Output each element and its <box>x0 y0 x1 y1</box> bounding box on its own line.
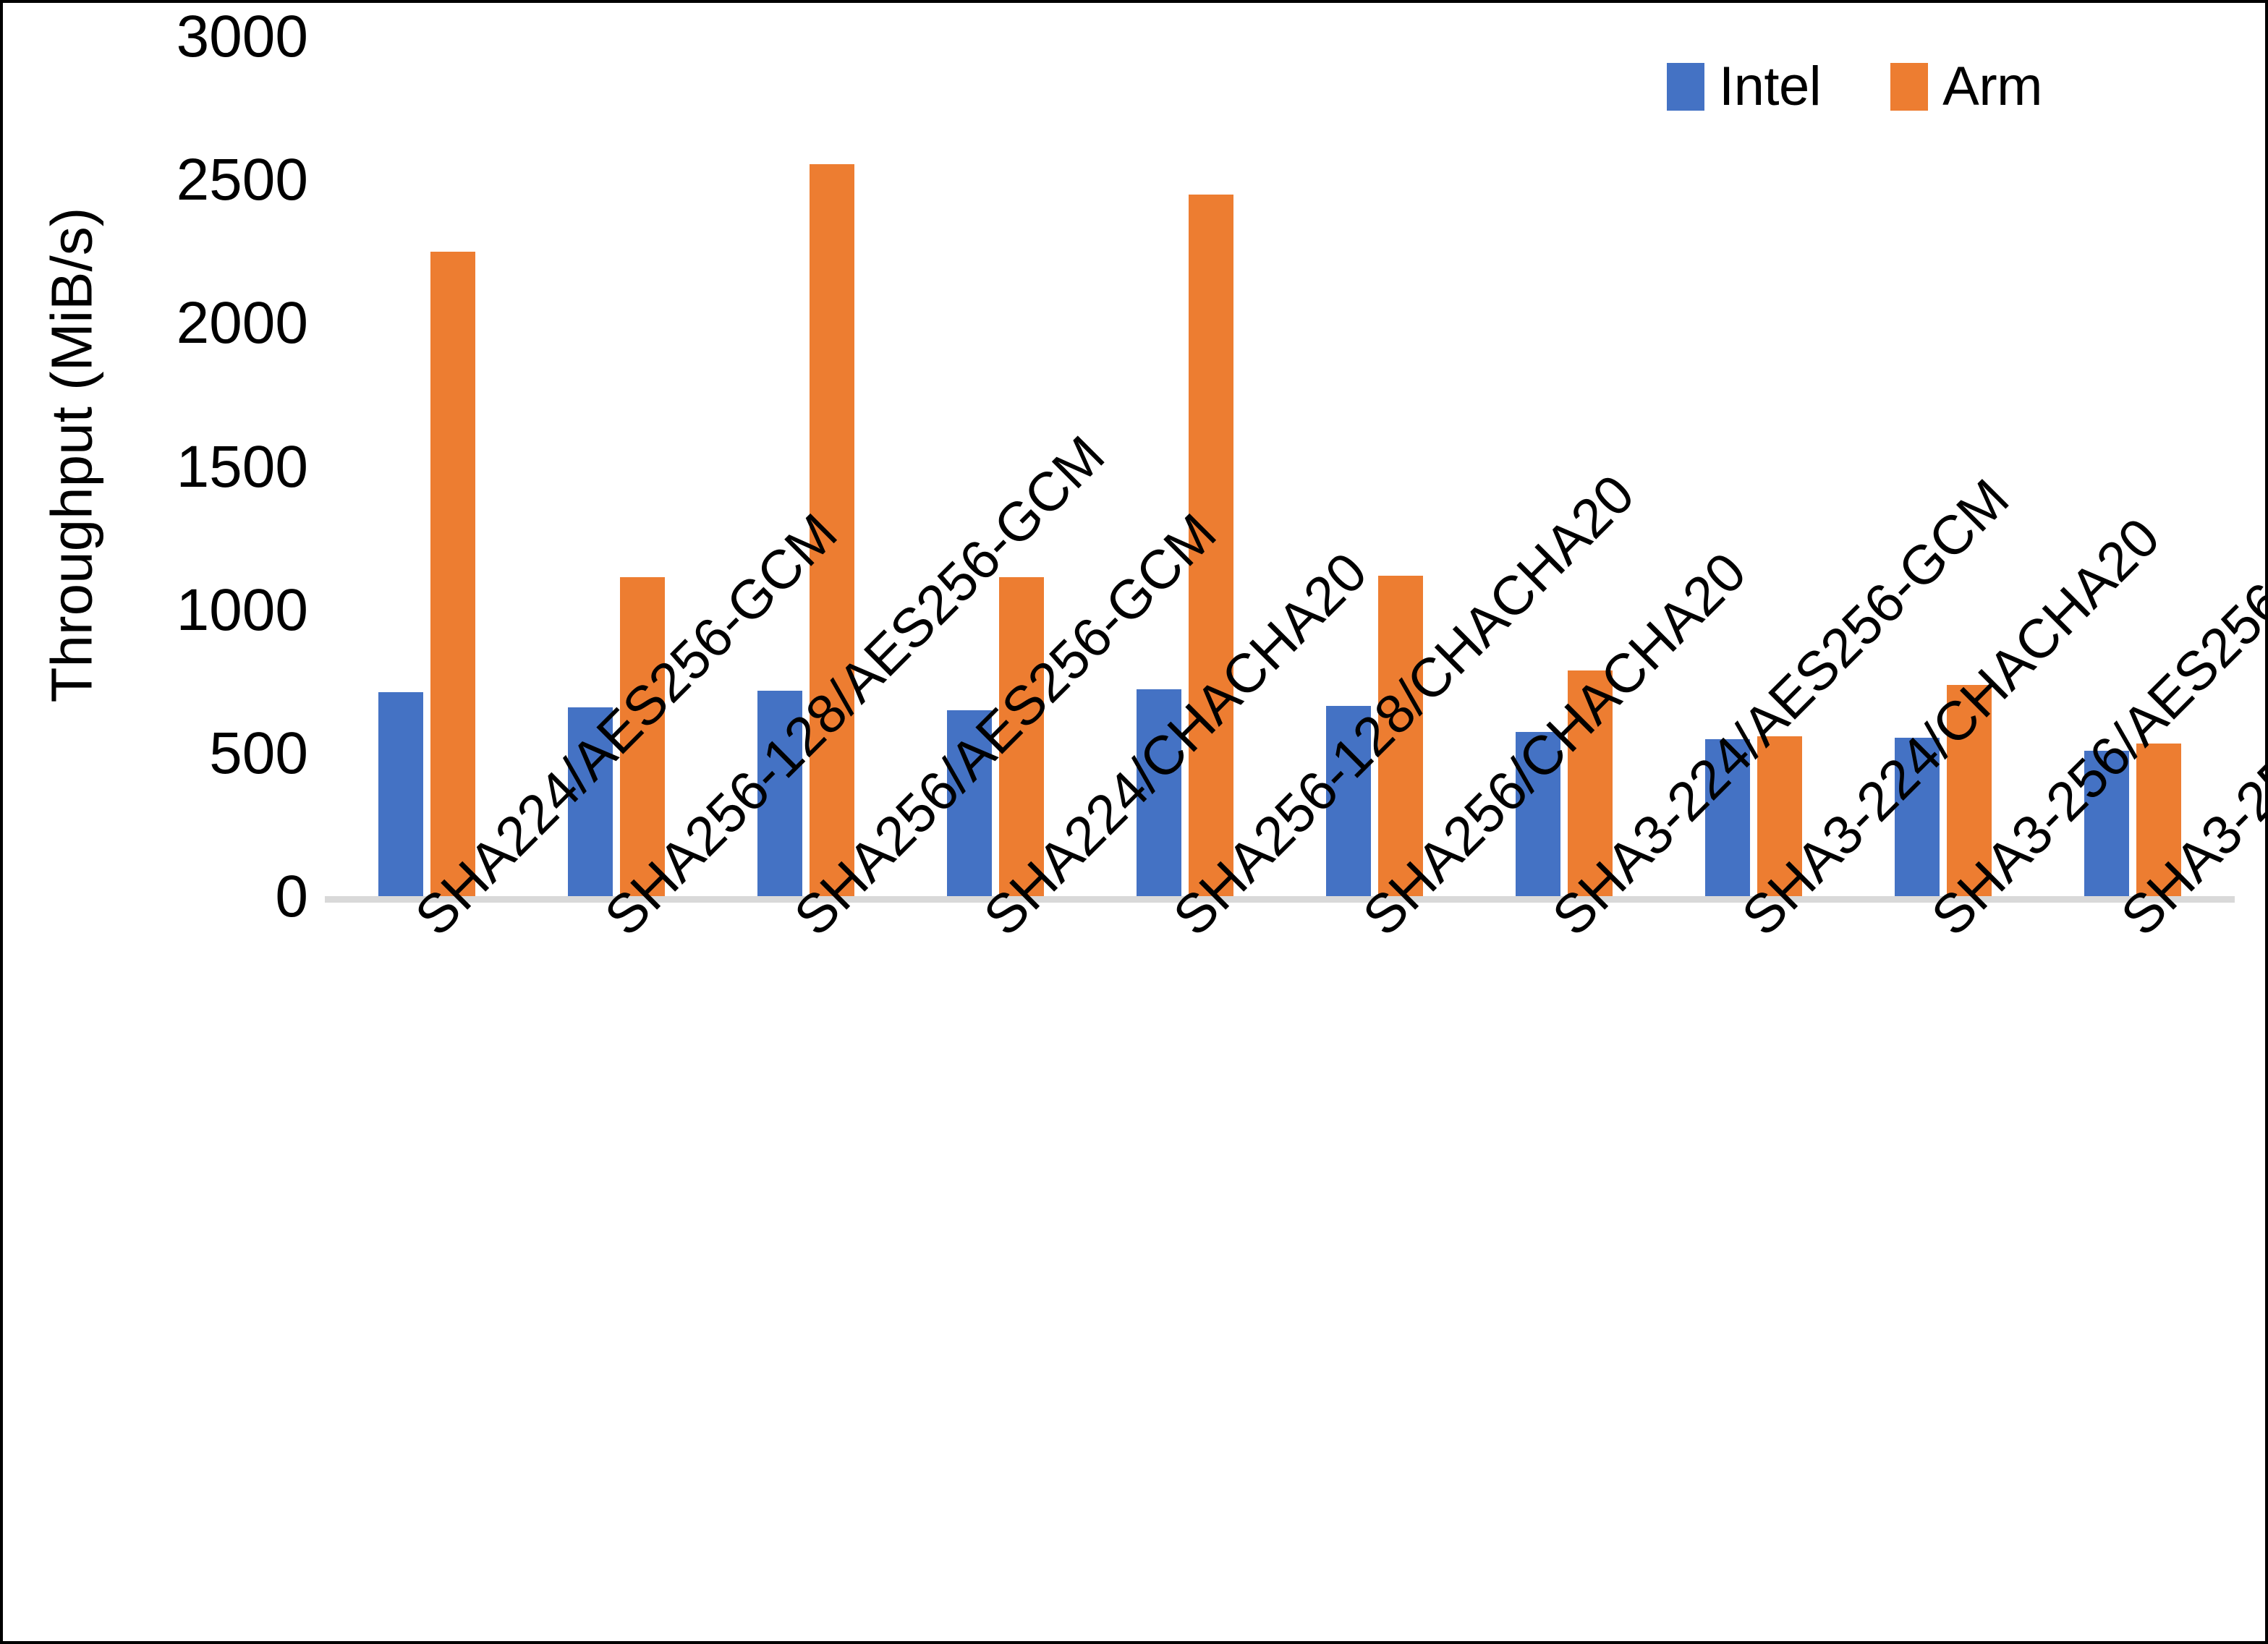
bar-intel[interactable] <box>1137 689 1181 897</box>
bar-arm[interactable] <box>1378 576 1423 897</box>
bar-intel[interactable] <box>757 690 802 897</box>
bar-intel[interactable] <box>2084 750 2129 897</box>
bar-group <box>332 37 522 897</box>
x-axis-baseline <box>325 896 2235 903</box>
bar-group <box>1469 37 1659 897</box>
bar-intel[interactable] <box>568 707 613 897</box>
legend-item-intel[interactable]: Intel <box>1667 56 1822 117</box>
bar-intel[interactable] <box>378 691 423 897</box>
bar-group <box>1659 37 1848 897</box>
bar-group <box>901 37 1090 897</box>
bar-intel[interactable] <box>1895 738 1940 897</box>
y-tick-label: 2500 <box>176 147 308 213</box>
y-axis-title-wrapper: Throughput (MiB/s) <box>32 3 111 907</box>
bar-group <box>2038 37 2227 897</box>
legend-label-arm: Arm <box>1942 56 2042 117</box>
bar-arm[interactable] <box>430 252 475 897</box>
x-axis-tick-labels: SHA224/AES256-GCM SHA256-128/AES256-GCM SH… <box>332 425 2265 1470</box>
bar-arm[interactable] <box>2136 743 2181 897</box>
bar-group <box>711 37 901 897</box>
y-tick-label: 2000 <box>176 290 308 357</box>
bar-intel[interactable] <box>1516 732 1560 897</box>
bar-group <box>522 37 711 897</box>
y-tick-label: 3000 <box>176 4 308 69</box>
bar-group <box>1848 37 2038 897</box>
bar-group <box>1090 37 1280 897</box>
legend-swatch-arm <box>1890 63 1929 111</box>
legend-label-intel: Intel <box>1719 56 1822 117</box>
bar-arm[interactable] <box>1568 670 1613 897</box>
bar-group <box>1280 37 1469 897</box>
bar-intel[interactable] <box>947 710 992 897</box>
bar-arm[interactable] <box>620 577 665 897</box>
y-tick-label: 1500 <box>176 433 308 500</box>
plot-area <box>325 37 2235 903</box>
legend-swatch-intel <box>1667 63 1704 111</box>
y-tick-label: 500 <box>209 720 308 786</box>
bar-intel[interactable] <box>1705 739 1750 897</box>
bar-arm[interactable] <box>1189 194 1233 897</box>
y-tick-label: 0 <box>275 864 308 929</box>
bar-arm[interactable] <box>810 164 854 897</box>
bar-groups <box>332 37 2227 897</box>
y-tick-label: 1000 <box>176 576 308 643</box>
bar-intel[interactable] <box>1326 706 1371 897</box>
bar-arm[interactable] <box>1757 736 1802 897</box>
bar-arm[interactable] <box>999 577 1044 897</box>
bar-arm[interactable] <box>1947 684 1992 897</box>
y-axis-tick-labels: 3000 2500 2000 1500 1000 500 0 <box>111 3 321 927</box>
legend-item-arm[interactable]: Arm <box>1890 59 2042 114</box>
chart-legend: Intel Arm <box>1667 59 2042 114</box>
y-axis-title: Throughput (MiB/s) <box>39 207 103 703</box>
